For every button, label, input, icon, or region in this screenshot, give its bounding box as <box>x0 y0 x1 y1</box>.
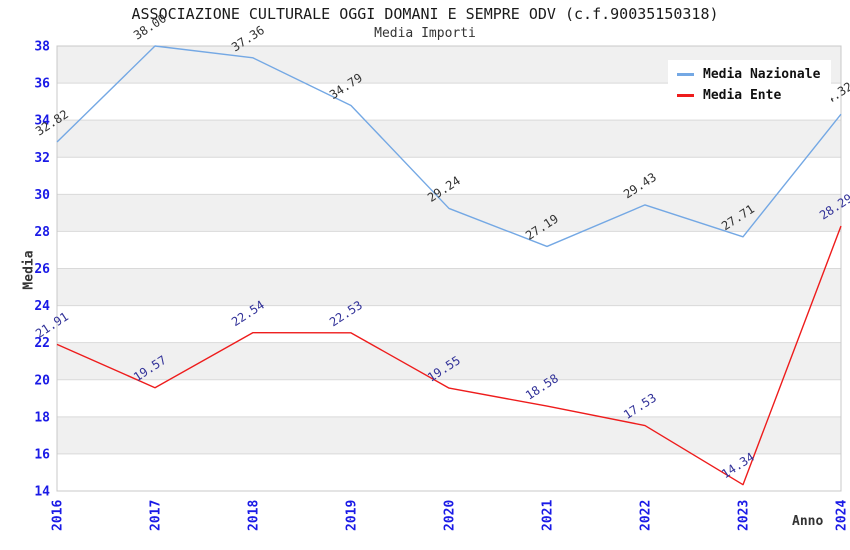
grid-band <box>57 268 841 306</box>
y-tick-label: 38 <box>34 40 50 55</box>
x-tick-label: 2022 <box>639 500 654 531</box>
point-label-media-nazionale: 38.00 <box>131 11 169 42</box>
x-tick-label: 2024 <box>835 500 850 531</box>
x-tick-label: 2019 <box>345 500 360 531</box>
legend-item-media-ente: Media Ente <box>677 88 820 103</box>
chart-title: ASSOCIAZIONE CULTURALE OGGI DOMANI E SEM… <box>131 5 719 23</box>
series-line-media-ente <box>56 225 842 486</box>
x-tick-label: 2016 <box>51 500 66 531</box>
y-tick-label: 22 <box>34 336 50 351</box>
legend-label: Media Nazionale <box>703 67 821 82</box>
grid-band <box>57 120 841 158</box>
legend: Media Nazionale Media Ente <box>668 60 832 111</box>
legend-dash-icon <box>677 94 694 97</box>
point-label-media-ente: 21.91 <box>33 309 71 340</box>
y-tick-label: 26 <box>34 262 50 277</box>
legend-label: Media Ente <box>703 88 782 103</box>
y-tick-label: 30 <box>34 188 50 203</box>
x-tick-label: 2020 <box>443 500 458 531</box>
series-line-media-nazionale <box>56 45 842 248</box>
y-tick-label: 14 <box>34 485 50 500</box>
x-axis-title: Anno <box>792 514 824 529</box>
x-tick-label: 2017 <box>149 500 164 531</box>
x-tick-label: 2021 <box>541 500 556 531</box>
y-tick-label: 24 <box>34 299 50 314</box>
y-tick-label: 28 <box>34 225 50 240</box>
y-tick-label: 20 <box>34 373 50 388</box>
legend-item-media-nazionale: Media Nazionale <box>677 67 820 82</box>
grid-band <box>57 342 841 380</box>
y-axis-title: Media <box>21 250 37 290</box>
x-tick-label: 2023 <box>737 500 752 531</box>
x-tick-label: 2018 <box>247 500 262 531</box>
chart-subtitle: Media Importi <box>374 26 476 41</box>
legend-dash-icon <box>677 73 694 76</box>
grid-band <box>57 416 841 454</box>
y-tick-label: 34 <box>34 114 50 129</box>
point-label-media-ente: 14.34 <box>719 450 757 481</box>
plot-border <box>56 45 842 492</box>
y-tick-label: 36 <box>34 77 50 92</box>
y-tick-label: 32 <box>34 151 50 166</box>
y-tick-label: 16 <box>34 447 50 462</box>
grid-band <box>57 194 841 232</box>
y-tick-label: 18 <box>34 410 50 425</box>
